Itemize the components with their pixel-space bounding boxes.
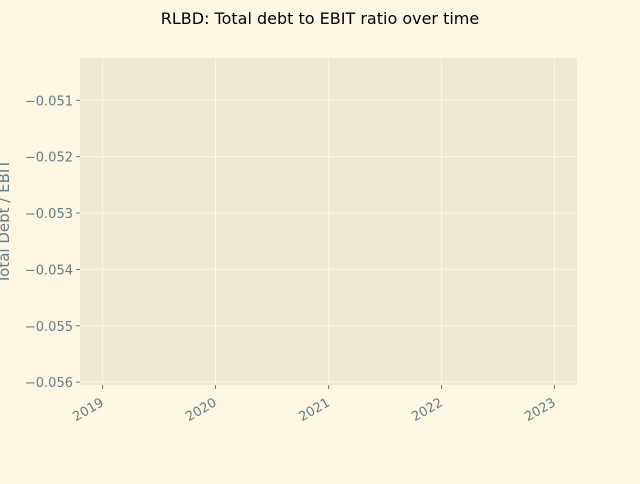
chart-title: RLBD: Total debt to EBIT ratio over time xyxy=(161,9,479,28)
grid-lines xyxy=(80,58,577,385)
y-axis-label: Total Debt / EBIT xyxy=(0,159,13,285)
y-tick-label: −0.056 xyxy=(25,376,73,391)
y-tick-label: −0.053 xyxy=(25,207,73,222)
y-tick-label: −0.051 xyxy=(25,94,73,109)
y-tick-label: −0.054 xyxy=(25,263,73,278)
y-tick-label: −0.055 xyxy=(25,320,73,335)
y-tick-label: −0.052 xyxy=(25,151,73,166)
y-axis-ticks: −0.051 −0.052 −0.053 −0.054 −0.055 −0.056 xyxy=(25,94,80,391)
